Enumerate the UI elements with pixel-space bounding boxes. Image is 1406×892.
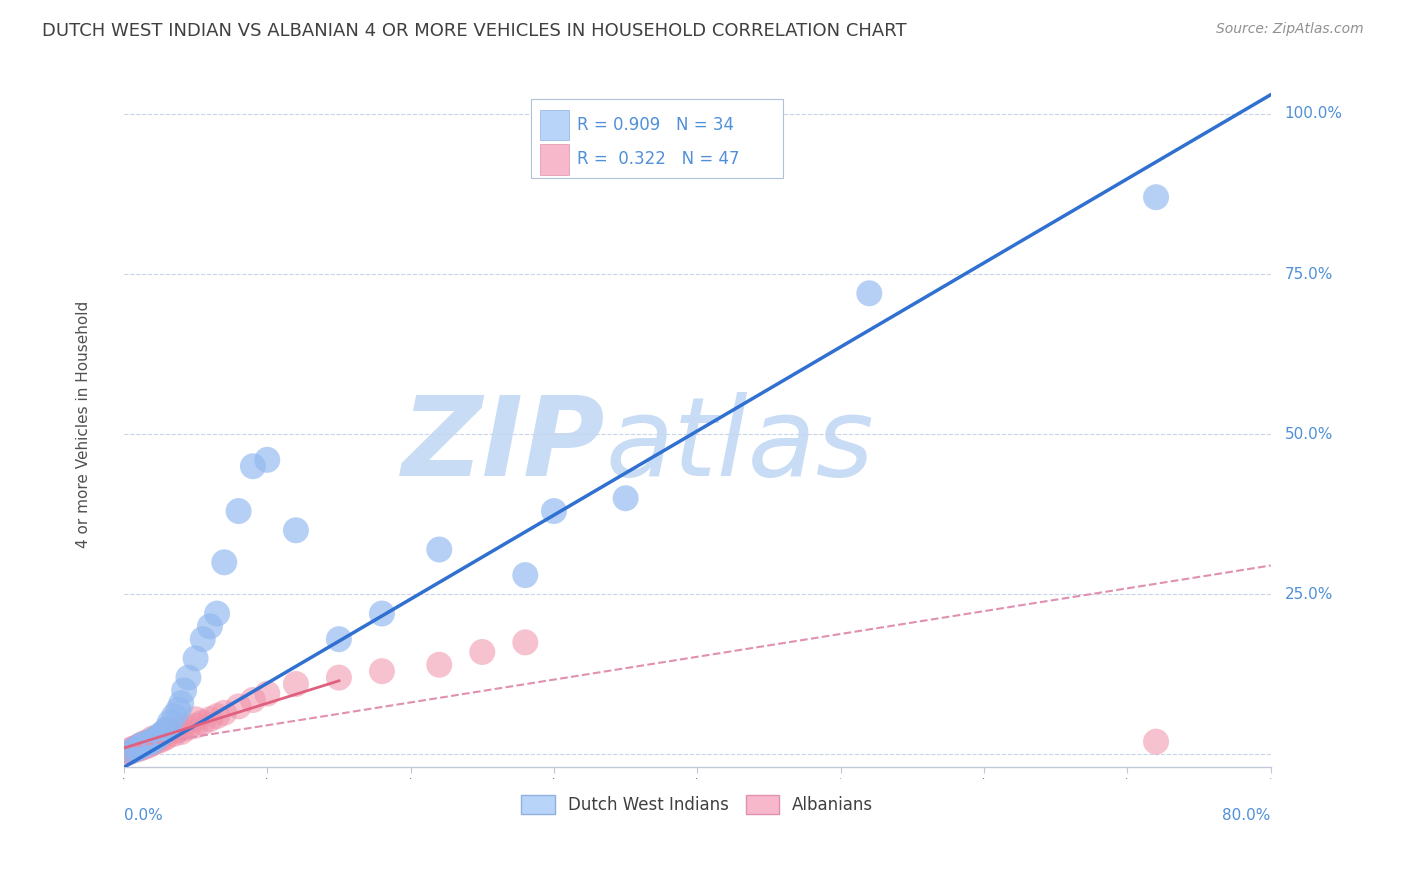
Point (138, 738, 160, 752)
Point (167, 723, 190, 738)
Point (156, 730, 179, 744)
Point (198, 712, 221, 726)
Point (170, 696, 193, 710)
Point (156, 722, 179, 736)
Point (153, 731, 176, 746)
Text: 50.0%: 50.0% (1285, 426, 1333, 442)
Point (515, 635, 537, 649)
Point (1144, 190, 1167, 204)
Point (256, 452, 278, 467)
Point (124, 742, 146, 756)
Point (115, 746, 138, 760)
Point (129, 738, 152, 752)
Point (163, 727, 186, 741)
Point (118, 745, 141, 759)
Point (120, 744, 142, 758)
Point (284, 523, 307, 537)
FancyBboxPatch shape (531, 99, 783, 178)
Point (134, 736, 156, 750)
Point (427, 542, 450, 557)
Point (205, 607, 228, 621)
Point (145, 731, 167, 746)
Point (228, 699, 250, 714)
Point (134, 736, 156, 750)
Point (142, 733, 165, 747)
Point (170, 722, 193, 736)
Point (124, 741, 146, 756)
Point (149, 728, 172, 742)
Point (184, 651, 207, 665)
Point (153, 725, 176, 739)
Point (191, 632, 214, 647)
Text: 100.0%: 100.0% (1285, 106, 1343, 121)
Point (121, 743, 143, 757)
Point (212, 706, 235, 720)
Point (242, 693, 264, 707)
Point (858, 286, 880, 301)
Point (124, 741, 146, 756)
Text: 75.0%: 75.0% (1285, 267, 1333, 282)
FancyBboxPatch shape (540, 144, 569, 175)
Point (177, 721, 200, 735)
Point (170, 725, 193, 739)
Point (156, 723, 179, 738)
Point (371, 607, 394, 621)
Point (191, 715, 214, 730)
Point (173, 683, 195, 698)
Point (163, 709, 186, 723)
Point (167, 703, 190, 717)
Point (328, 671, 350, 685)
Text: R =  0.322   N = 47: R = 0.322 N = 47 (576, 151, 740, 169)
Point (256, 687, 278, 701)
Point (427, 657, 450, 672)
Point (614, 491, 637, 506)
Text: R = 0.909   N = 34: R = 0.909 N = 34 (576, 116, 734, 134)
Point (142, 734, 165, 748)
Point (184, 712, 207, 726)
Point (145, 734, 167, 748)
Point (159, 715, 181, 730)
Point (127, 739, 149, 754)
Point (142, 731, 165, 746)
Text: DUTCH WEST INDIAN VS ALBANIAN 4 OR MORE VEHICLES IN HOUSEHOLD CORRELATION CHART: DUTCH WEST INDIAN VS ALBANIAN 4 OR MORE … (42, 22, 907, 40)
Point (177, 671, 200, 685)
Legend: Dutch West Indians, Albanians: Dutch West Indians, Albanians (515, 788, 880, 821)
Point (371, 664, 394, 678)
Point (127, 742, 149, 756)
Text: 25.0%: 25.0% (1285, 587, 1333, 602)
Point (543, 504, 565, 518)
FancyBboxPatch shape (540, 110, 569, 141)
Point (134, 738, 156, 752)
Point (120, 744, 142, 758)
Text: ZIP: ZIP (402, 392, 606, 499)
Point (228, 504, 250, 518)
Text: 4 or more Vehicles in Household: 4 or more Vehicles in Household (76, 301, 91, 549)
Point (138, 734, 160, 748)
Point (124, 742, 146, 756)
Point (328, 632, 350, 647)
Point (284, 677, 307, 691)
Text: atlas: atlas (606, 392, 875, 499)
Point (127, 741, 149, 756)
Point (471, 645, 494, 659)
Point (515, 568, 537, 582)
Point (129, 741, 152, 756)
Text: 0.0%: 0.0% (124, 808, 163, 823)
Point (198, 619, 221, 633)
Text: 80.0%: 80.0% (1222, 808, 1271, 823)
Point (184, 718, 207, 732)
Point (212, 555, 235, 569)
Text: Source: ZipAtlas.com: Source: ZipAtlas.com (1216, 22, 1364, 37)
Point (156, 725, 179, 739)
Point (205, 709, 228, 723)
Point (242, 459, 264, 474)
Point (142, 736, 165, 750)
Point (149, 733, 172, 747)
Point (129, 738, 152, 752)
Point (134, 739, 156, 754)
Point (1144, 734, 1167, 748)
Point (120, 742, 142, 756)
Point (149, 730, 172, 744)
